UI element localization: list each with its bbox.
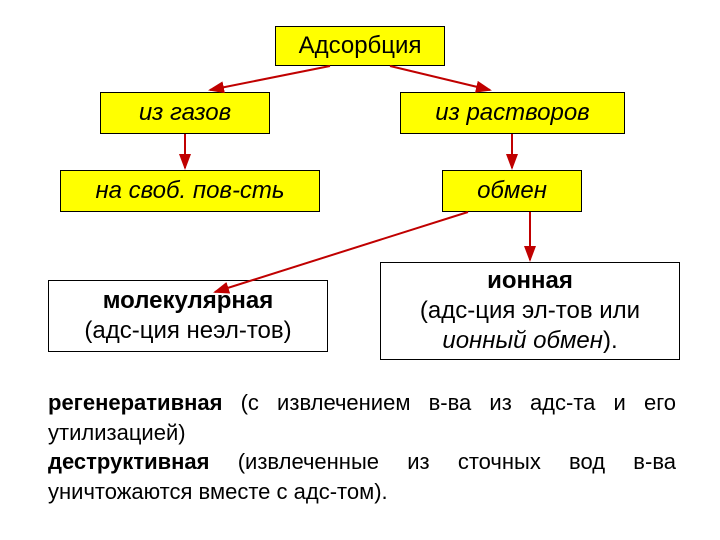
para-destr: деструктивная (48, 449, 210, 474)
para-regen: регенеративная (48, 390, 222, 415)
arrow-root-gas (210, 66, 330, 90)
footer-paragraph: регенеративная (с извлечением в-ва из ад… (48, 388, 676, 507)
arrow-root-solution (390, 66, 490, 90)
arrow-exchange-molecular (215, 212, 468, 292)
